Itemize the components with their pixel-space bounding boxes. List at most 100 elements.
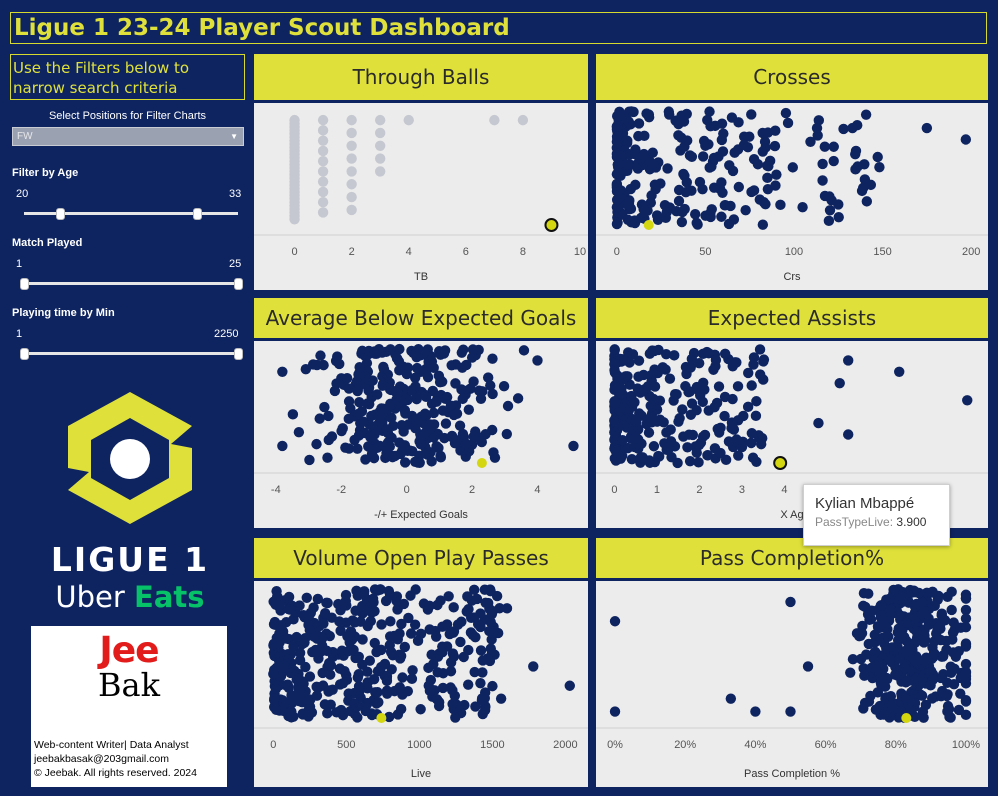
player-dot[interactable] [851,628,863,639]
player-dot[interactable] [438,348,450,359]
player-dot[interactable] [426,456,437,467]
player-dot[interactable] [960,593,972,604]
player-dot[interactable] [317,166,329,177]
player-dot[interactable] [287,409,299,420]
player-dot[interactable] [448,602,459,613]
player-dot[interactable] [633,130,644,142]
player-dot[interactable] [611,194,623,206]
player-dot[interactable] [947,627,959,638]
player-dot[interactable] [304,454,315,466]
player-dot[interactable] [618,402,629,413]
player-dot[interactable] [938,650,949,661]
player-dot[interactable] [673,118,684,130]
player-dot[interactable] [702,450,714,461]
player-dot[interactable] [329,385,341,397]
player-dot[interactable] [647,147,658,158]
player-dot[interactable] [415,704,426,715]
player-dot[interactable] [315,350,326,361]
player-dot[interactable] [451,408,463,419]
player-dot[interactable] [461,359,472,371]
player-dot[interactable] [633,371,644,382]
player-dot[interactable] [432,428,443,440]
player-dot[interactable] [446,360,457,371]
player-dot[interactable] [385,344,396,355]
player-dot[interactable] [884,611,895,623]
player-dot[interactable] [960,134,972,145]
player-dot[interactable] [403,114,414,126]
player-dot[interactable] [740,205,751,216]
player-dot[interactable] [466,352,478,363]
player-dot[interactable] [423,662,434,674]
player-dot[interactable] [626,390,637,402]
player-dot[interactable] [564,680,575,691]
player-dot[interactable] [746,109,757,120]
player-dot[interactable] [869,646,881,658]
player-dot[interactable] [428,362,439,374]
highlighted-player-dot[interactable] [476,458,487,468]
player-dot[interactable] [750,706,761,717]
player-dot[interactable] [296,676,308,687]
player-dot[interactable] [518,345,530,356]
player-dot[interactable] [748,359,759,370]
player-dot[interactable] [326,431,338,442]
player-dot[interactable] [568,440,579,452]
player-dot[interactable] [702,114,713,126]
highlighted-player-dot[interactable] [643,220,654,230]
player-dot[interactable] [926,693,938,704]
player-dot[interactable] [643,109,655,120]
player-dot[interactable] [817,158,828,170]
player-dot[interactable] [317,125,329,136]
player-dot[interactable] [512,393,524,404]
player-dot[interactable] [663,106,675,117]
player-dot[interactable] [383,711,395,723]
player-dot[interactable] [365,615,377,627]
player-dot[interactable] [346,179,357,190]
age-slider[interactable] [24,207,238,221]
player-dot[interactable] [899,662,911,674]
player-dot[interactable] [685,362,696,373]
expected-goals-diff-chart[interactable]: -4 -2 0 2 4 -/+ Expected Goals [254,341,588,528]
player-dot[interactable] [824,191,835,202]
player-dot[interactable] [479,584,490,595]
player-dot[interactable] [900,677,912,688]
player-dot[interactable] [477,655,489,666]
player-dot[interactable] [395,703,407,715]
player-dot[interactable] [613,167,624,179]
player-dot[interactable] [462,679,474,690]
player-dot[interactable] [382,369,394,380]
player-dot[interactable] [426,649,437,660]
player-dot[interactable] [611,356,622,367]
player-dot[interactable] [307,646,318,658]
player-dot[interactable] [356,406,368,417]
slider-handle-low[interactable] [19,278,29,290]
player-dot[interactable] [916,608,928,620]
player-dot[interactable] [360,377,372,388]
player-dot[interactable] [270,704,282,715]
player-dot[interactable] [458,344,469,355]
player-dot[interactable] [445,627,456,638]
matches-slider[interactable] [19,277,243,291]
player-dot[interactable] [476,693,488,704]
player-dot[interactable] [631,159,643,170]
player-dot[interactable] [409,372,421,384]
player-dot[interactable] [633,443,644,454]
player-dot[interactable] [610,445,621,457]
player-dot[interactable] [385,400,397,411]
player-dot[interactable] [360,705,371,717]
open-play-passes-chart[interactable]: 0 500 1000 1500 2000 Live [254,581,588,787]
player-dot[interactable] [746,428,758,439]
player-dot[interactable] [436,376,448,387]
player-dot[interactable] [725,693,737,704]
player-dot[interactable] [901,617,913,628]
player-dot[interactable] [372,697,384,708]
player-dot[interactable] [710,354,722,366]
slider-handle-low[interactable] [55,208,65,220]
player-dot[interactable] [443,591,454,602]
player-dot[interactable] [362,666,373,677]
slider-handle-high[interactable] [233,278,243,290]
player-dot[interactable] [698,377,709,389]
player-dot[interactable] [362,677,373,688]
player-dot[interactable] [769,140,781,152]
player-dot[interactable] [760,198,771,210]
player-dot[interactable] [294,685,305,696]
